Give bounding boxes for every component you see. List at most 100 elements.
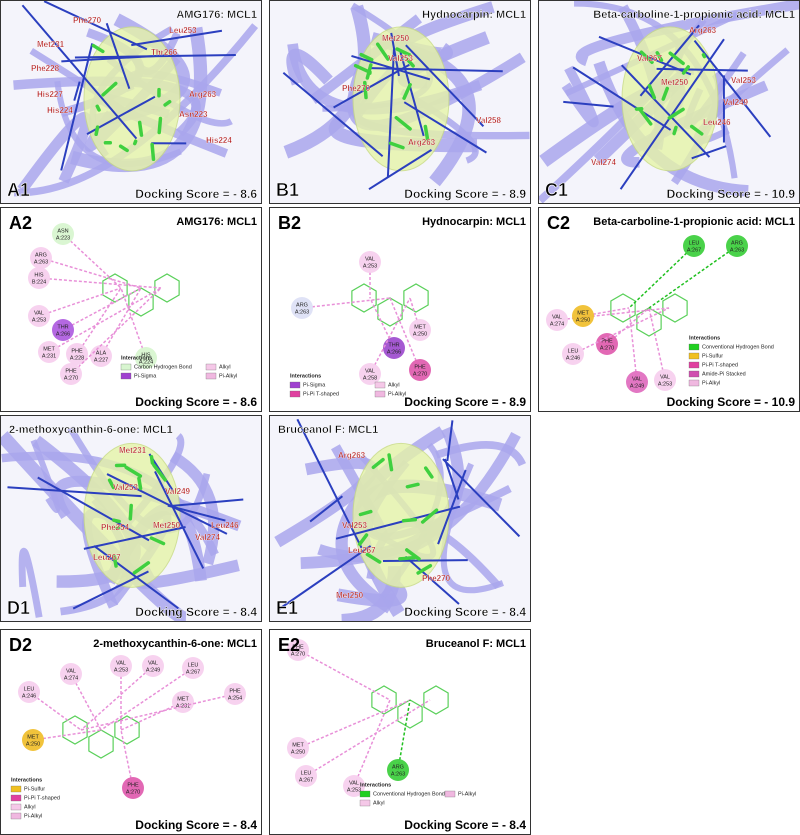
residue-label: His224 [206,136,232,145]
legend-label: Carbon Hydrogen Bond [134,364,192,370]
residue-chain: A:231 [42,353,56,359]
residue-name: VAL [365,256,375,262]
residue-node [30,247,52,269]
interaction-line [397,699,411,771]
residue-label: Leu253 [169,26,197,35]
ligand-ring [423,685,449,715]
residue-label: Val258 [476,116,501,125]
residue-stick [37,476,150,542]
ligand-stick [358,509,373,517]
residue-label: Arg263 [408,138,436,147]
ligand-ring [403,283,429,313]
residue-label: Asn223 [179,110,208,119]
residue-name: ARG [296,302,308,308]
legend-swatch [444,790,456,798]
residue-label: Phe270 [342,84,371,93]
legend-title: Interactions [11,777,42,783]
ligand-stick [94,125,100,137]
ligand-stick [638,108,653,126]
residue-stick [621,64,711,158]
residue-chain: A:254 [228,695,242,701]
residue-stick [437,469,467,545]
binding-surface [352,442,450,588]
residue-name: PHE [414,364,426,370]
ligand-stick [101,81,118,97]
residue-node [287,737,309,759]
panel: Phe270 Met231 Phe228 His227 His224 Leu253 Thr2… [0,0,262,204]
residue-name: PHE [71,348,83,354]
residue-chain: A:253 [363,263,377,269]
residue-name: MET [292,742,304,748]
residue-node [60,663,82,685]
ligand-stick [672,125,678,136]
ligand-stick [423,466,434,479]
residue-chain: A:267 [299,777,313,783]
panel-canvas: LEUA:246VALA:274VALA:253VALA:249LEUA:267… [9,635,257,832]
interaction-line [305,699,431,777]
ligand-ring [114,715,140,745]
residue-label: Met250 [336,591,364,600]
panel-canvas: Met231 Val253 Val249 Phe254 Met250 Leu246 Leu2… [1,416,261,621]
residue-chain: A:270 [600,345,614,351]
ligand-stick [661,86,669,101]
residue-chain: A:263 [295,309,309,315]
residue-chain: A:231 [176,703,190,709]
residue-label: Phe270 [73,16,102,25]
ligand-stick [91,43,105,54]
residue-stick [106,473,228,535]
residue-stick [43,1,148,51]
panel-label: B2 [278,213,301,233]
residue-label: Val253 [113,483,138,492]
residue-label: Arg263 [338,451,366,460]
residue-node [287,639,309,661]
legend-swatch [359,790,371,798]
ligand-stick [647,84,657,100]
protein-ribbon [328,114,478,153]
ligand-ring [397,699,423,729]
residue-node [142,655,164,677]
residue-node [596,333,618,355]
residue-label: Leu267 [348,546,376,555]
legend-swatch [10,794,22,802]
ligand-ring [102,273,128,303]
residue-stick [131,29,223,47]
residue-stick [382,559,468,562]
ligand-stick [95,104,101,112]
panel-canvas: ASNA:223ARGA:263HISB:224VALA:253THRA:266… [9,213,257,409]
residue-name: LEU [568,348,579,354]
residue-label: Met231 [37,40,65,49]
residue-name: VAL [552,314,562,320]
legend-swatch [688,343,700,351]
residue-node [359,363,381,385]
protein-ribbon [440,462,504,594]
interaction-line [76,287,122,355]
ligand-stick [365,552,382,564]
panel-label: E1 [276,598,298,618]
docking-score: Docking Score = - 8.4 [135,818,257,832]
legend-swatch [205,363,217,371]
panel-title: Bruceanol F: MCL1 [426,638,526,650]
panel-title: Beta-carboline-1-propionic acid: MCL1 [593,9,795,21]
legend-swatch [10,803,22,811]
docking-score: Docking Score = - 8.4 [135,605,257,619]
panel-label: D2 [9,635,32,655]
residue-name: MET [414,324,426,330]
residue-node [409,319,431,341]
panel-title: 2-methoxycanthin-6-one: MCL1 [93,638,257,650]
residue-label: Val274 [591,158,616,167]
interaction-line [62,233,122,289]
binding-surface [352,26,450,172]
residue-chain: A:250 [413,331,427,337]
panel-canvas: LEUA:267ARGA:263VALA:274META:250PHEA:270… [546,213,795,409]
ligand-stick [137,476,143,491]
ligand-stick [405,548,421,561]
legend-swatch [688,352,700,360]
docking-score: Docking Score = - 8.4 [404,605,526,619]
ligand-stick [363,80,368,100]
legend-label: Pi-Pi T-shaped [702,362,738,368]
residue-chain: A:274 [64,675,78,681]
interaction-line [120,701,184,731]
interaction-line [297,649,391,701]
residue-label: Phe254 [101,523,130,532]
ligand-stick [118,144,129,153]
